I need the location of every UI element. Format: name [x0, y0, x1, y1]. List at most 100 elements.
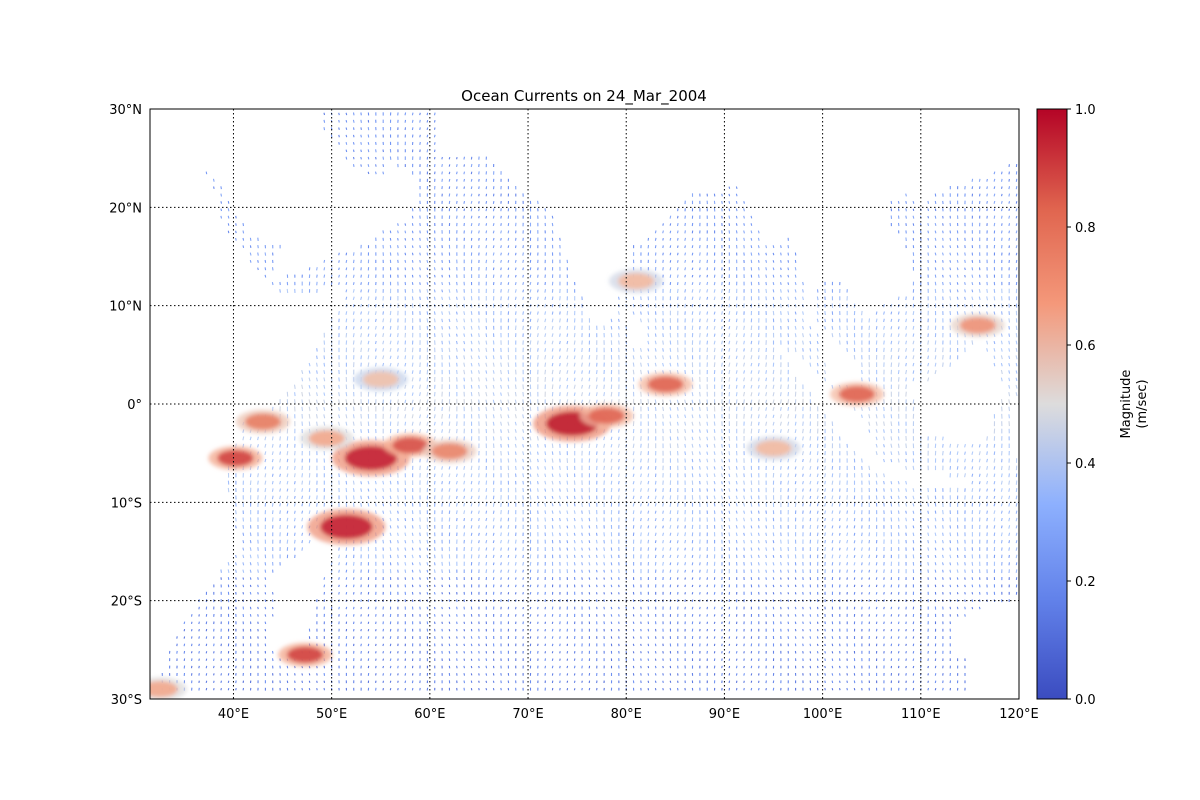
current-vector: [316, 495, 318, 500]
current-vector: [971, 466, 974, 470]
current-vector: [802, 443, 804, 448]
current-vector: [433, 488, 436, 493]
current-vector: [271, 458, 274, 463]
current-vector: [551, 458, 554, 463]
current-vector: [242, 569, 245, 573]
current-vector: [735, 223, 738, 226]
current-vector: [345, 392, 348, 397]
current-vector: [338, 142, 340, 145]
current-vector: [875, 414, 878, 419]
current-vector: [301, 510, 304, 514]
current-vector: [293, 532, 296, 537]
current-vector: [897, 510, 900, 514]
current-vector: [927, 333, 929, 338]
current-vector: [264, 458, 267, 463]
current-vector: [338, 562, 340, 566]
current-vector: [522, 282, 525, 286]
current-vector: [478, 215, 480, 219]
current-vector: [728, 326, 731, 330]
current-vector: [721, 502, 723, 507]
current-vector: [595, 443, 598, 448]
current-vector: [713, 281, 716, 286]
current-vector: [772, 562, 775, 566]
current-vector: [897, 333, 900, 338]
current-vector: [684, 259, 687, 263]
current-vector: [912, 465, 915, 470]
current-vector: [816, 355, 819, 360]
current-vector: [949, 577, 952, 580]
current-vector: [669, 223, 672, 226]
current-vector: [433, 149, 436, 153]
current-vector: [787, 282, 790, 285]
current-vector: [927, 377, 930, 382]
current-vector: [816, 451, 819, 456]
current-vector: [676, 237, 679, 241]
current-vector: [411, 208, 414, 212]
current-vector: [986, 200, 988, 204]
current-vector: [728, 436, 731, 441]
current-vector: [374, 318, 377, 323]
current-vector: [772, 524, 775, 529]
current-vector: [566, 540, 569, 544]
current-vector: [824, 510, 827, 514]
current-vector: [478, 532, 480, 536]
current-vector: [360, 340, 363, 345]
current-vector: [242, 230, 245, 234]
current-vector: [279, 524, 281, 529]
current-vector: [1000, 355, 1003, 360]
current-vector: [279, 495, 282, 500]
current-vector: [345, 156, 348, 160]
current-vector: [360, 156, 362, 160]
current-vector: [927, 488, 929, 493]
current-vector: [352, 252, 355, 256]
current-vector: [478, 495, 480, 500]
current-vector: [271, 502, 274, 507]
current-vector: [426, 554, 429, 559]
current-vector: [728, 215, 731, 219]
current-vector: [448, 326, 451, 330]
current-vector: [728, 355, 731, 360]
current-vector: [934, 230, 937, 234]
current-vector: [780, 318, 782, 323]
current-vector: [397, 502, 399, 507]
current-vector: [868, 318, 871, 323]
current-vector: [743, 318, 745, 323]
current-vector: [735, 525, 738, 529]
current-vector: [264, 480, 267, 485]
current-vector: [772, 554, 775, 558]
current-vector: [456, 156, 458, 160]
current-vector: [477, 391, 480, 397]
current-vector: [470, 377, 473, 382]
current-vector: [485, 370, 488, 374]
current-vector: [890, 480, 893, 485]
current-vector: [1008, 193, 1011, 197]
current-vector: [684, 406, 687, 411]
current-vector: [537, 503, 539, 507]
current-vector: [721, 288, 723, 293]
current-vector: [868, 584, 871, 588]
current-vector: [721, 510, 723, 514]
current-vector: [691, 584, 694, 588]
current-vector: [802, 281, 804, 286]
current-vector: [352, 282, 355, 286]
current-vector: [588, 554, 591, 559]
current-vector: [846, 517, 849, 522]
current-vector: [809, 488, 812, 492]
current-vector: [787, 333, 790, 338]
current-vector: [397, 237, 399, 241]
current-vector: [949, 562, 952, 566]
current-vector: [485, 362, 488, 367]
current-vector: [684, 458, 686, 463]
current-vector: [286, 539, 289, 544]
current-vector: [338, 399, 341, 404]
current-vector: [338, 282, 340, 285]
current-vector: [640, 473, 642, 478]
current-vector: [743, 201, 745, 204]
current-vector: [617, 443, 620, 448]
current-vector: [721, 318, 723, 322]
current-vector: [713, 503, 716, 507]
current-vector: [934, 362, 937, 367]
current-vector: [912, 208, 915, 212]
current-vector: [934, 208, 937, 212]
current-vector: [816, 473, 819, 478]
